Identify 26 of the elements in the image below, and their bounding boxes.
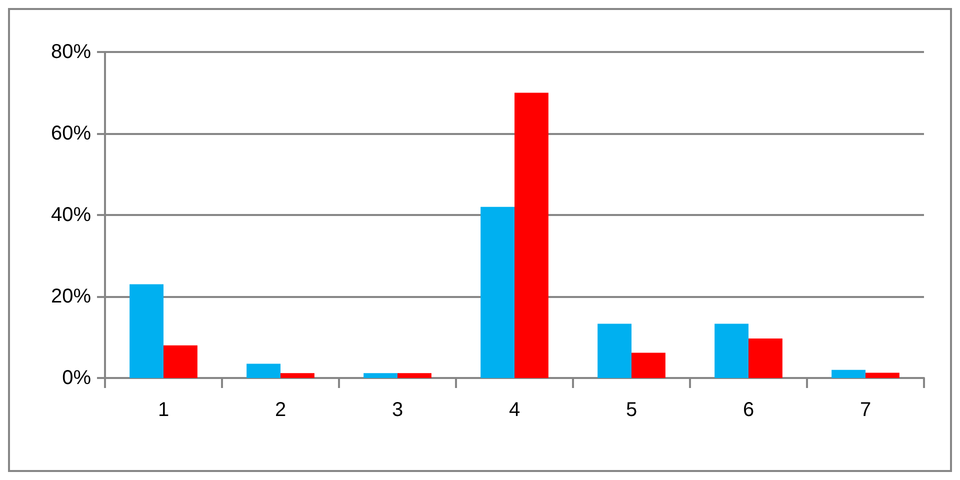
bar xyxy=(632,352,666,378)
bar xyxy=(164,345,198,378)
bar xyxy=(598,324,632,378)
bar xyxy=(748,338,782,378)
y-tick-label: 60% xyxy=(50,122,92,144)
bar xyxy=(480,206,514,378)
bar xyxy=(866,372,900,378)
bar xyxy=(514,92,548,378)
bar xyxy=(714,324,748,378)
x-tick-label: 3 xyxy=(392,399,404,421)
y-tick-label: 40% xyxy=(50,204,92,226)
bar xyxy=(398,373,432,378)
x-tick-label: 2 xyxy=(274,399,286,421)
y-tick-label: 0% xyxy=(62,367,92,389)
x-tick-label: 1 xyxy=(158,399,170,421)
x-tick-label: 4 xyxy=(508,399,520,421)
bar xyxy=(832,370,866,378)
y-tick-label: 20% xyxy=(50,286,92,308)
x-tick-label: 6 xyxy=(742,399,754,421)
x-tick-label: 7 xyxy=(860,399,872,421)
bar xyxy=(280,373,314,378)
bar xyxy=(246,364,280,378)
bar xyxy=(364,373,398,378)
bar xyxy=(130,284,164,378)
y-tick-label: 80% xyxy=(50,41,92,63)
x-tick-label: 5 xyxy=(626,399,638,421)
